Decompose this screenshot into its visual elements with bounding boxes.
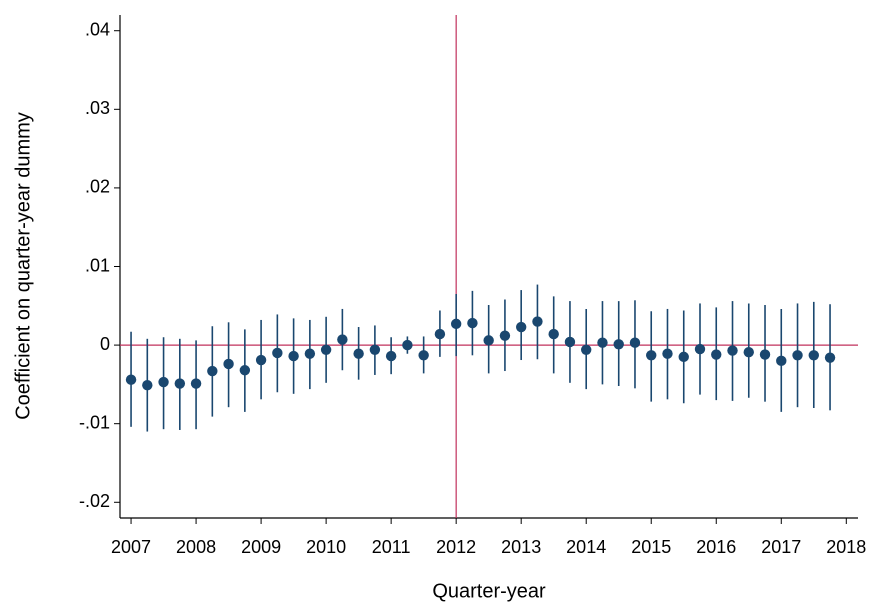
- point: [776, 355, 787, 367]
- point: [483, 335, 494, 346]
- point: [597, 337, 608, 348]
- x-tick-label: 2014: [566, 537, 606, 557]
- y-tick-label: -.01: [79, 412, 110, 432]
- point: [158, 376, 169, 388]
- x-tick-label: 2008: [176, 537, 216, 557]
- point: [450, 318, 462, 330]
- point: [662, 348, 673, 359]
- point: [515, 321, 527, 333]
- point: [727, 345, 738, 356]
- point: [532, 316, 543, 327]
- x-tick-label: 2012: [436, 537, 476, 557]
- y-tick-label: 0: [100, 334, 110, 354]
- point: [288, 350, 299, 362]
- point: [402, 339, 413, 351]
- y-tick-label: .03: [85, 98, 110, 118]
- point: [564, 336, 576, 348]
- point: [320, 344, 332, 356]
- point: [239, 365, 251, 376]
- point: [385, 350, 397, 362]
- point: [142, 379, 153, 391]
- point: [694, 343, 706, 355]
- point: [792, 350, 803, 361]
- point: [190, 378, 202, 389]
- point: [678, 351, 689, 363]
- point: [759, 349, 771, 360]
- x-tick-label: 2011: [372, 537, 411, 557]
- point: [467, 317, 478, 329]
- point: [613, 339, 624, 350]
- point: [711, 349, 722, 360]
- y-tick-label: .01: [85, 255, 110, 275]
- point: [434, 328, 446, 340]
- point: [808, 350, 819, 361]
- y-tick-label: .04: [85, 19, 110, 39]
- point: [223, 358, 234, 370]
- point: [824, 352, 836, 363]
- point: [369, 344, 381, 356]
- x-tick-label: 2013: [501, 537, 541, 557]
- point: [272, 347, 283, 359]
- y-tick-label: .02: [85, 177, 110, 197]
- x-tick-label: 2007: [111, 537, 151, 557]
- point: [581, 344, 592, 356]
- x-tick-label: 2016: [696, 537, 736, 557]
- point: [207, 365, 218, 377]
- point: [337, 334, 348, 345]
- x-tick-label: 2017: [761, 537, 801, 557]
- x-tick-label: 2010: [306, 537, 346, 557]
- x-tick-label: 2018: [826, 537, 866, 557]
- x-tick-label: 2015: [631, 537, 671, 557]
- point: [304, 348, 316, 359]
- y-tick-label: -.02: [79, 491, 110, 511]
- point: [418, 350, 429, 361]
- point: [255, 354, 267, 366]
- point: [548, 328, 559, 340]
- point: [353, 348, 364, 359]
- point: [499, 330, 511, 341]
- point: [629, 337, 641, 348]
- point: [646, 350, 657, 361]
- point: [743, 346, 754, 358]
- point: [125, 374, 137, 385]
- x-axis-title: Quarter-year: [432, 580, 546, 602]
- point: [174, 378, 186, 389]
- x-tick-label: 2009: [241, 537, 281, 557]
- y-axis-title: Coefficient on quarter-year dummy: [12, 112, 34, 420]
